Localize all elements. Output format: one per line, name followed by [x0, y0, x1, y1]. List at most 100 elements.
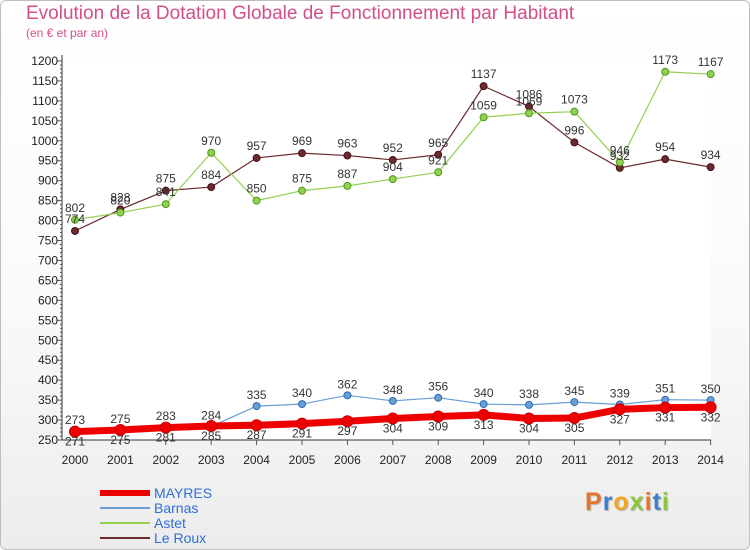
- y-tick-label: 1150: [32, 74, 58, 88]
- data-label-le-roux: 1137: [471, 67, 497, 81]
- data-label-le-roux: 884: [201, 168, 221, 182]
- data-label-le-roux: 932: [610, 149, 630, 163]
- data-label-barnas: 362: [337, 377, 357, 391]
- data-point-le-roux: [343, 151, 352, 160]
- data-point-le-roux: [570, 138, 579, 147]
- data-point-astet: [661, 67, 670, 76]
- data-point-barnas: [388, 396, 397, 405]
- data-label-le-roux: 965: [428, 136, 448, 150]
- data-label-mayres: 281: [156, 431, 176, 445]
- data-label-barnas: 284: [201, 408, 221, 422]
- y-tick-label: 500: [38, 333, 58, 347]
- x-tick-label: 2010: [516, 453, 543, 467]
- x-tick-label: 2005: [289, 453, 316, 467]
- data-label-mayres: 327: [610, 412, 630, 426]
- data-point-mayres: [341, 415, 354, 428]
- data-point-astet: [388, 175, 397, 184]
- data-label-le-roux: 774: [65, 212, 85, 226]
- proxiti-logo: Proxiti: [585, 488, 670, 517]
- data-label-barnas: 340: [474, 386, 494, 400]
- data-point-mayres: [69, 425, 81, 438]
- logo-letter: r: [602, 488, 614, 516]
- title-block: Evolution de la Dotation Globale de Fonc…: [26, 3, 574, 40]
- logo-letter: t: [652, 488, 662, 516]
- x-tick-label: 2006: [334, 453, 361, 467]
- data-label-mayres: 291: [292, 427, 312, 441]
- data-label-astet: 904: [383, 160, 403, 174]
- data-point-mayres: [114, 424, 127, 437]
- data-point-le-roux: [161, 186, 170, 195]
- x-tick-label: 2009: [470, 453, 497, 467]
- y-tick-label: 250: [38, 433, 58, 447]
- data-point-mayres: [704, 401, 717, 414]
- data-label-le-roux: 875: [156, 172, 176, 186]
- data-point-le-roux: [706, 163, 715, 172]
- data-label-mayres: 309: [428, 419, 448, 433]
- data-point-astet: [343, 181, 352, 190]
- data-point-astet: [525, 109, 533, 118]
- y-tick-label: 400: [38, 373, 58, 387]
- data-point-astet: [207, 148, 216, 157]
- data-label-barnas: 339: [610, 386, 630, 400]
- data-label-astet: 887: [337, 167, 357, 181]
- data-point-astet: [479, 113, 488, 122]
- data-point-mayres: [296, 417, 308, 430]
- data-label-astet: 1073: [561, 93, 588, 107]
- y-tick-label: 1050: [31, 114, 58, 128]
- data-point-astet: [298, 186, 306, 195]
- data-label-barnas: 275: [110, 412, 130, 426]
- x-tick-label: 2001: [107, 453, 134, 467]
- data-label-mayres: 332: [701, 410, 721, 424]
- y-tick-label: 850: [38, 194, 58, 208]
- y-tick-label: 550: [38, 313, 58, 327]
- legend-swatch-astet: [100, 522, 150, 524]
- data-point-barnas: [434, 393, 443, 402]
- y-tick-label: 1100: [32, 94, 58, 108]
- data-point-le-roux: [252, 153, 261, 162]
- data-point-mayres: [432, 410, 445, 423]
- data-point-mayres: [613, 403, 626, 416]
- data-label-mayres: 305: [564, 421, 584, 435]
- data-labels-layer: 271 275 281 285 287 291 297 304 309 313 304 305 327 3…: [65, 53, 724, 449]
- x-tick-label: 2003: [198, 453, 225, 467]
- data-point-mayres: [477, 408, 490, 421]
- data-label-astet: 1069: [516, 94, 543, 108]
- axes: 250 300 350 400 450 500 550 600 650 700 750 800 850 9…: [31, 54, 724, 467]
- y-tick-label: 800: [38, 214, 58, 228]
- data-point-astet: [252, 196, 261, 205]
- y-tick-label: 950: [38, 154, 58, 168]
- x-tick-label: 2008: [425, 453, 452, 467]
- data-point-mayres: [159, 421, 172, 434]
- x-tick-label: 2012: [606, 453, 633, 467]
- data-label-barnas: 273: [65, 413, 85, 427]
- plot-area: [62, 61, 711, 440]
- chart-subtitle: (en € et par an): [26, 26, 109, 40]
- data-label-astet: 820: [110, 194, 130, 208]
- data-label-le-roux: 957: [247, 139, 267, 153]
- data-label-barnas: 356: [428, 380, 448, 394]
- data-point-le-roux: [298, 149, 306, 158]
- data-label-astet: 921: [428, 153, 448, 167]
- data-point-barnas: [298, 400, 306, 409]
- data-point-mayres: [386, 412, 399, 425]
- data-label-astet: 970: [201, 134, 221, 148]
- data-label-astet: 802: [65, 201, 85, 215]
- data-label-barnas: 340: [292, 386, 312, 400]
- y-tick-label: 1000: [31, 134, 58, 148]
- data-point-barnas: [525, 400, 533, 409]
- x-tick-label: 2013: [652, 453, 679, 467]
- data-label-barnas: 345: [564, 384, 584, 398]
- data-label-le-roux: 1086: [516, 87, 543, 101]
- legend-swatch-barnas: [100, 507, 150, 509]
- data-label-mayres: 287: [247, 428, 267, 442]
- data-point-le-roux: [479, 82, 488, 91]
- data-label-mayres: 285: [201, 429, 221, 443]
- legend-label-astet: Astet: [154, 515, 186, 531]
- data-label-astet: 841: [156, 185, 176, 199]
- data-label-mayres: 297: [337, 424, 357, 438]
- y-tick-label: 750: [38, 234, 58, 248]
- data-label-barnas: 351: [655, 382, 675, 396]
- data-label-astet: 875: [292, 172, 312, 186]
- data-label-astet: 850: [247, 182, 267, 196]
